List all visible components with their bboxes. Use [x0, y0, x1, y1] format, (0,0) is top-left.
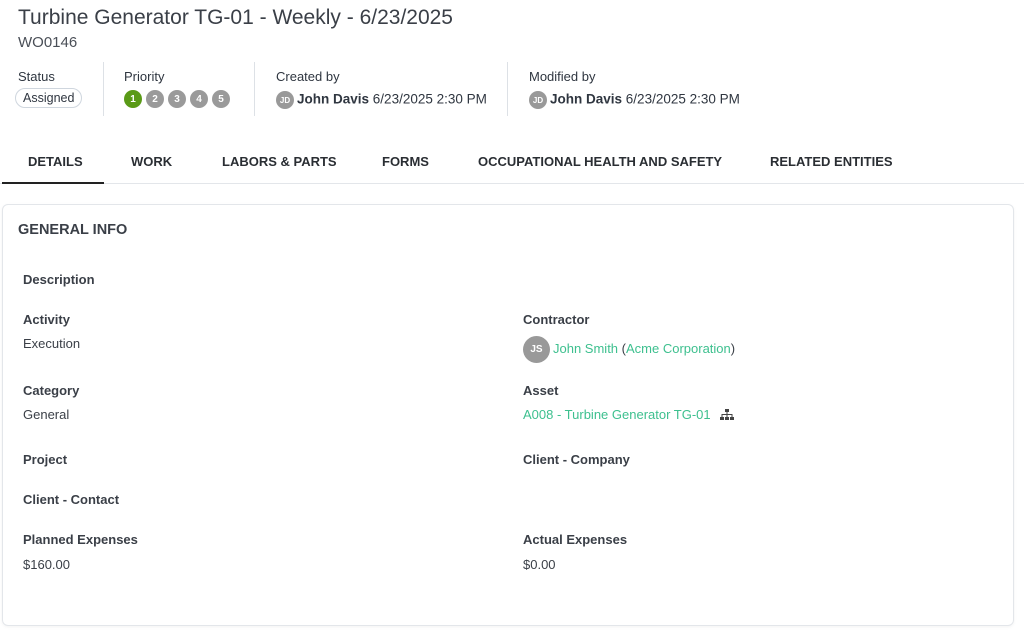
priority-4[interactable]: 4: [190, 90, 208, 108]
client-company-label: Client - Company: [523, 452, 630, 467]
category-value: General: [23, 407, 70, 422]
priority-label: Priority: [124, 69, 165, 84]
priority-5[interactable]: 5: [212, 90, 230, 108]
page-title: Turbine Generator TG-01 - Weekly - 6/23/…: [18, 6, 453, 29]
actual-expenses-value: $0.00: [523, 557, 556, 572]
divider: [507, 62, 508, 116]
category-label: Category: [23, 383, 80, 398]
modified-by: JD John Davis 6/23/2025 2:30 PM: [529, 91, 740, 109]
project-label: Project: [23, 452, 68, 467]
created-by-name: John Davis: [297, 91, 370, 107]
asset-value: A008 - Turbine Generator TG-01: [523, 407, 734, 422]
asset-label: Asset: [523, 383, 559, 398]
modified-date: 6/23/2025 2:30 PM: [625, 91, 740, 107]
tab-bar: DETAILS WORK LABORS & PARTS FORMS OCCUPA…: [0, 140, 1024, 184]
tab-labors-parts[interactable]: LABORS & PARTS: [222, 154, 337, 169]
tab-ohs[interactable]: OCCUPATIONAL HEALTH AND SAFETY: [478, 154, 723, 169]
tab-details[interactable]: DETAILS: [2, 154, 104, 184]
tab-work[interactable]: WORK: [131, 154, 173, 169]
avatar: JS: [523, 336, 550, 363]
actual-expenses-label: Actual Expenses: [523, 532, 628, 547]
activity-label: Activity: [23, 312, 70, 327]
status-badge[interactable]: Assigned: [15, 88, 83, 108]
asset-link[interactable]: A008 - Turbine Generator TG-01: [523, 407, 711, 422]
tab-forms[interactable]: FORMS: [382, 154, 429, 169]
divider: [103, 62, 104, 116]
general-info-card: [2, 204, 1014, 626]
contractor-value: JS John Smith (Acme Corporation): [523, 336, 735, 363]
created-by-label: Created by: [276, 69, 340, 84]
contractor-name-link[interactable]: John Smith: [553, 340, 619, 356]
section-title: GENERAL INFO: [18, 222, 128, 238]
avatar: JD: [529, 91, 547, 109]
avatar: JD: [276, 91, 294, 109]
created-by: JD John Davis 6/23/2025 2:30 PM: [276, 91, 487, 109]
work-order-id: WO0146: [18, 34, 78, 51]
created-date: 6/23/2025 2:30 PM: [372, 91, 487, 107]
client-contact-label: Client - Contact: [23, 492, 120, 507]
activity-value: Execution: [23, 336, 81, 351]
description-label: Description: [23, 272, 95, 287]
modified-by-label: Modified by: [529, 69, 596, 84]
priority-1[interactable]: 1: [124, 90, 142, 108]
modified-by-name: John Davis: [550, 91, 623, 107]
hierarchy-icon[interactable]: [719, 408, 734, 421]
divider: [254, 62, 255, 116]
planned-expenses-label: Planned Expenses: [23, 532, 138, 547]
priority-3[interactable]: 3: [168, 90, 186, 108]
contractor-company-link[interactable]: Acme Corporation: [626, 340, 731, 356]
tab-related-entities[interactable]: RELATED ENTITIES: [770, 154, 893, 169]
contractor-label: Contractor: [523, 312, 590, 327]
status-label: Status: [18, 69, 55, 84]
planned-expenses-value: $160.00: [23, 557, 70, 572]
priority-2[interactable]: 2: [146, 90, 164, 108]
